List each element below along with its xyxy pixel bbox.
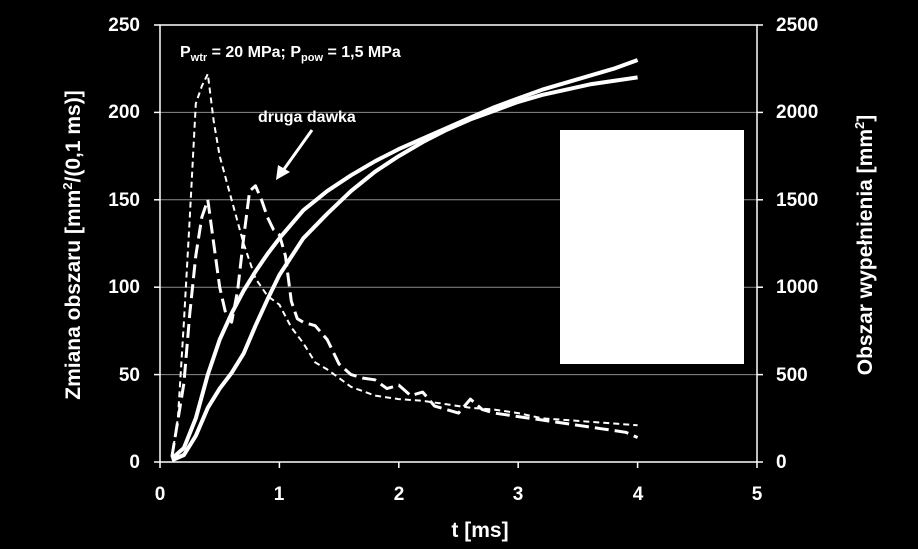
conditions-sub-wtr: wtr xyxy=(190,52,208,64)
y-left-tick-label: 50 xyxy=(119,365,140,386)
y-left-axis-title-sup: 2 xyxy=(60,182,75,189)
y-left-tick-label: 250 xyxy=(108,15,140,36)
y-right-axis-title-end: ] xyxy=(854,115,877,122)
y-left-axis-title-main: Zmiana obszaru [mm xyxy=(62,190,85,400)
y-left-tick-label: 0 xyxy=(129,452,140,473)
conditions-annotation: Pwtr = 20 MPa; Ppow = 1,5 MPa xyxy=(180,44,401,64)
x-tick-label: 0 xyxy=(155,484,166,505)
y-left-tick-label: 150 xyxy=(108,190,140,211)
y-right-tick-label: 2500 xyxy=(776,15,818,36)
plot-frame xyxy=(159,24,758,463)
conditions-v2: = 1,5 MPa xyxy=(323,44,401,61)
conditions-sub-pow: pow xyxy=(301,52,323,64)
y-left-tick-label: 200 xyxy=(108,102,140,123)
series-line-2 xyxy=(171,75,638,463)
conditions-v1: = 20 MPa; P xyxy=(207,44,301,61)
x-tick-label: 4 xyxy=(633,484,644,505)
y-left-axis-title: Zmiana obszaru [mm2/(0,1 ms)] xyxy=(60,90,85,399)
y-right-tick-label: 1500 xyxy=(776,190,818,211)
y-right-tick-label: 1000 xyxy=(776,277,818,298)
x-tick-label: 3 xyxy=(513,484,524,505)
series-line-4 xyxy=(170,184,639,458)
y-left-tick-label: 100 xyxy=(108,277,140,298)
y-right-axis-title: Obszar wypełnienia [mm2] xyxy=(852,115,877,375)
x-tick-label: 1 xyxy=(274,484,285,505)
x-tick-label: 2 xyxy=(394,484,405,505)
y-right-tick-label: 500 xyxy=(776,365,808,386)
series-line-1 xyxy=(170,58,639,461)
ticks xyxy=(154,24,763,468)
second-dose-annotation: druga dawka xyxy=(258,109,356,126)
x-axis-title: t [ms] xyxy=(451,519,508,542)
y-right-axis-title-main: Obszar wypełnienia [mm xyxy=(854,129,877,375)
y-left-axis-title-end: /(0,1 ms)] xyxy=(62,90,85,182)
y-right-tick-label: 2000 xyxy=(776,102,818,123)
legend-box xyxy=(560,130,744,364)
x-tick-label: 5 xyxy=(752,484,763,505)
y-right-axis-title-sup: 2 xyxy=(852,122,867,129)
annotation-arrow xyxy=(276,129,314,180)
conditions-p1: P xyxy=(180,44,191,61)
series-line-3 xyxy=(170,72,638,457)
y-right-tick-label: 0 xyxy=(776,452,787,473)
series-layer xyxy=(170,58,639,463)
